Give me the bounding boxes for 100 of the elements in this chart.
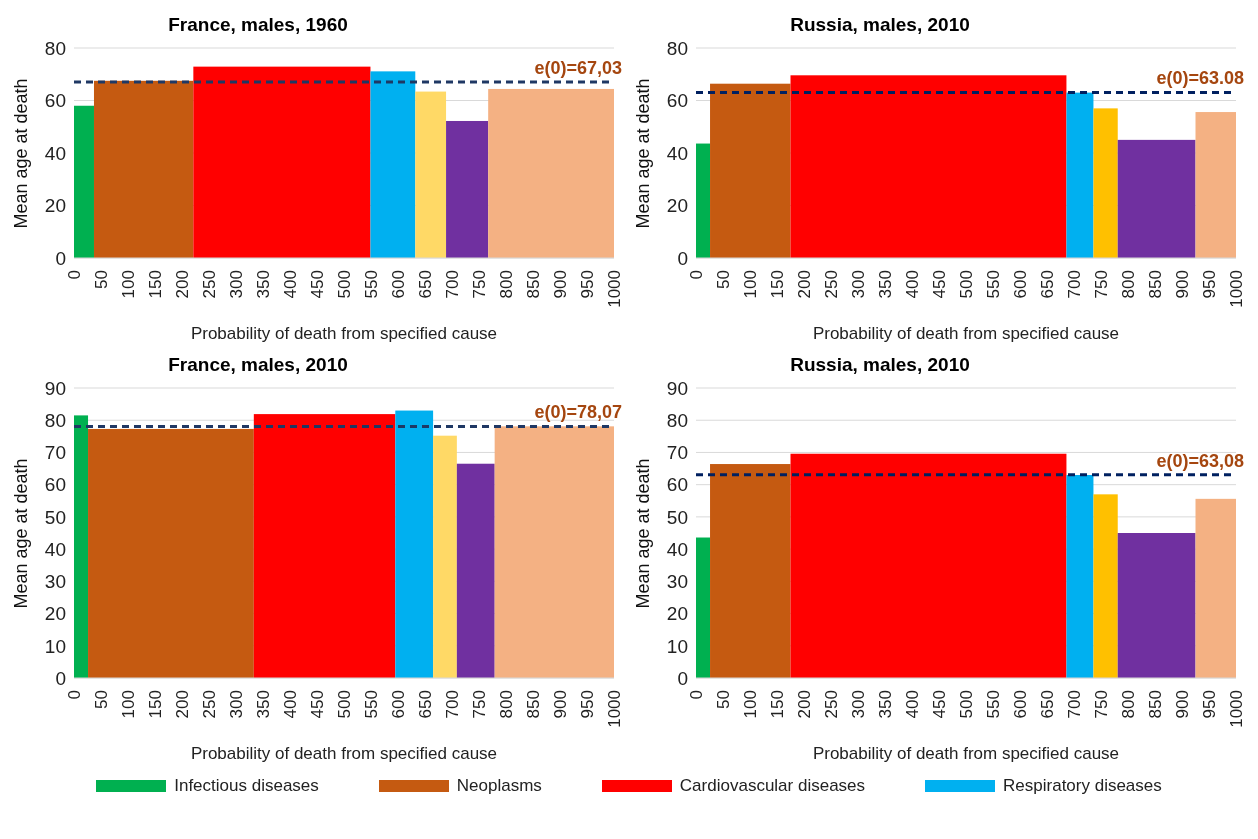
x-tick-label: 550: [983, 690, 1003, 719]
y-tick-label: 70: [666, 442, 688, 464]
x-tick-label: 600: [388, 270, 408, 299]
ref-line-label: e(0)=63.08: [1156, 68, 1244, 89]
chart-title: France, males, 1960: [168, 14, 348, 35]
x-tick-label: 350: [253, 270, 273, 299]
y-axis-title: Mean age at death: [632, 457, 654, 609]
x-tick-label: 600: [388, 690, 408, 719]
x-tick-label: 400: [902, 270, 922, 299]
x-tick-label: 700: [1064, 690, 1084, 719]
x-tick-label: 800: [496, 690, 516, 719]
y-tick-label: 10: [44, 635, 66, 657]
x-tick-label: 650: [415, 690, 435, 719]
x-tick-label: 0: [64, 270, 84, 280]
y-tick-label: 40: [666, 538, 688, 560]
x-tick-label: 150: [767, 270, 787, 299]
y-tick-label: 50: [44, 506, 66, 528]
y-tick-label: 80: [44, 37, 66, 59]
y-tick-label: 30: [44, 571, 66, 593]
y-tick-label: 80: [666, 37, 688, 59]
x-tick-label: 450: [307, 270, 327, 299]
x-tick-label: 450: [929, 690, 949, 719]
x-tick-label: 150: [767, 690, 787, 719]
x-tick-label: 750: [1091, 270, 1111, 299]
x-tick-label: 350: [253, 690, 273, 719]
x-tick-label: 900: [550, 270, 570, 299]
y-tick-label: 30: [666, 571, 688, 593]
x-tick-label: 600: [1010, 690, 1030, 719]
x-tick-label: 100: [118, 270, 138, 299]
x-tick-label: 450: [307, 690, 327, 719]
x-tick-label: 0: [64, 690, 84, 700]
y-tick-label: 80: [44, 409, 66, 431]
x-tick-label: 100: [740, 270, 760, 299]
x-tick-label: 950: [1199, 270, 1219, 299]
x-tick-label: 1000: [1226, 690, 1246, 728]
x-tick-label: 700: [442, 690, 462, 719]
x-tick-label: 300: [226, 270, 246, 299]
x-tick-label: 500: [956, 270, 976, 299]
x-tick-label: 650: [1037, 270, 1057, 299]
x-tick-label: 900: [550, 690, 570, 719]
x-tick-label: 300: [848, 270, 868, 299]
y-tick-label: 20: [44, 195, 66, 217]
y-tick-label: 10: [666, 635, 688, 657]
y-tick-label: 40: [666, 142, 688, 164]
y-tick-label: 60: [666, 474, 688, 496]
x-tick-label: 0: [686, 690, 706, 700]
x-tick-label: 50: [713, 690, 733, 709]
x-tick-label: 750: [469, 690, 489, 719]
x-tick-label: 850: [523, 690, 543, 719]
x-tick-label: 200: [172, 690, 192, 719]
x-tick-label: 200: [794, 270, 814, 299]
y-tick-label: 70: [44, 442, 66, 464]
x-tick-label: 150: [145, 270, 165, 299]
x-axis-title: Probability of death from specified cause: [189, 324, 499, 344]
x-tick-label: 500: [956, 690, 976, 719]
x-tick-label: 700: [442, 270, 462, 299]
x-axis-title: Probability of death from specified cause: [811, 324, 1121, 344]
legend-label: Neoplasms: [456, 776, 542, 796]
ref-line-label: e(0)=67,03: [534, 58, 622, 79]
y-tick-label: 20: [44, 603, 66, 625]
x-tick-label: 500: [334, 690, 354, 719]
x-tick-label: 550: [361, 270, 381, 299]
x-tick-label: 450: [929, 270, 949, 299]
y-tick-label: 40: [44, 142, 66, 164]
x-tick-label: 150: [145, 690, 165, 719]
x-tick-label: 550: [361, 690, 381, 719]
x-tick-label: 400: [280, 270, 300, 299]
y-tick-label: 20: [666, 603, 688, 625]
x-tick-label: 800: [1118, 690, 1138, 719]
x-tick-label: 300: [848, 690, 868, 719]
x-tick-label: 500: [334, 270, 354, 299]
x-tick-label: 650: [415, 270, 435, 299]
ref-line-label: e(0)=78,07: [534, 402, 622, 423]
y-tick-label: 40: [44, 538, 66, 560]
x-tick-label: 1000: [604, 270, 624, 308]
y-tick-label: 90: [44, 377, 66, 399]
x-tick-label: 350: [875, 690, 895, 719]
x-tick-label: 1000: [1226, 270, 1246, 308]
ref-line-label: e(0)=63,08: [1156, 450, 1244, 471]
x-axis-title: Probability of death from specified cause: [189, 744, 499, 764]
x-tick-label: 0: [686, 270, 706, 280]
x-tick-label: 50: [91, 690, 111, 709]
x-tick-label: 600: [1010, 270, 1030, 299]
x-tick-label: 950: [577, 270, 597, 299]
y-tick-label: 80: [666, 409, 688, 431]
x-tick-label: 700: [1064, 270, 1084, 299]
x-tick-label: 900: [1172, 690, 1192, 719]
legend-label: Infectious diseases: [174, 776, 319, 796]
x-tick-label: 750: [469, 270, 489, 299]
y-axis-title: Mean age at death: [10, 457, 32, 609]
y-tick-label: 50: [666, 506, 688, 528]
y-tick-label: 90: [666, 377, 688, 399]
x-tick-label: 800: [1118, 270, 1138, 299]
y-tick-label: 60: [44, 90, 66, 112]
y-axis-title: Mean age at death: [632, 77, 654, 229]
x-tick-label: 850: [523, 270, 543, 299]
x-tick-label: 350: [875, 270, 895, 299]
x-tick-label: 950: [1199, 690, 1219, 719]
x-tick-label: 100: [740, 690, 760, 719]
legend-label: Cardiovascular diseases: [679, 776, 866, 796]
